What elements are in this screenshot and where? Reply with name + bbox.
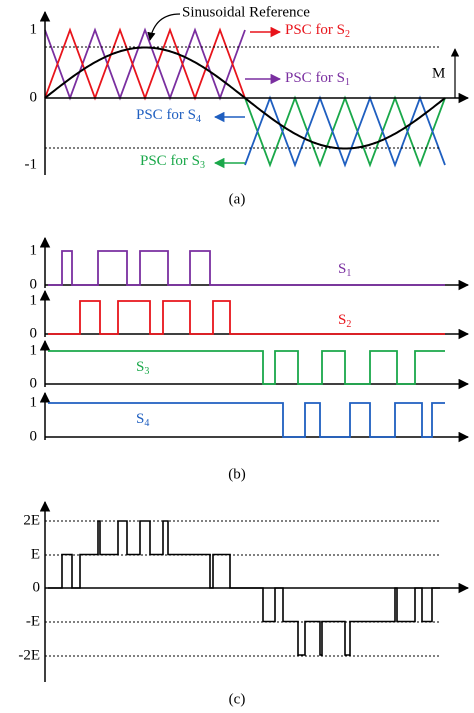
signal-label-main: S [136,359,144,375]
switch-signal [48,350,445,385]
signal-label-sub: 4 [144,418,149,429]
level-label: E [31,546,40,562]
caption: (c) [229,691,246,707]
level-label: 1 [30,342,38,358]
psc-label: PSC for S3 [140,153,205,171]
signal-label-sub: 3 [144,366,149,377]
signal-label: S3 [136,359,149,377]
signal-label: S2 [338,312,351,330]
switch-signal [48,300,445,335]
signal-label-sub: 2 [346,319,351,330]
level-label: 0 [30,276,38,292]
carrier-s1 [44,27,246,101]
level-label: 0 [30,375,38,391]
psc-label-main: PSC for S [140,153,200,169]
sinusoidal-reference-label: Sinusoidal Reference [182,4,310,20]
signal-label-main: S [338,312,346,328]
signal-label-sub: 1 [346,268,351,279]
signal-label: S1 [338,261,351,279]
signal-label: S4 [136,411,149,429]
level-label: 0 [30,325,38,341]
psc-label-sub: 2 [345,29,350,40]
psc-label: PSC for S2 [285,22,350,40]
carrier-s2 [44,27,246,101]
m-label: M [432,65,445,81]
y-label: 0 [30,89,38,105]
level-label: 1 [30,292,38,308]
y-label: 1 [30,21,38,37]
output-voltage [48,520,440,656]
psc-label-sub: 4 [196,114,201,125]
psc-label: PSC for S4 [136,107,201,125]
signal-label-main: S [338,261,346,277]
caption: (b) [228,466,246,482]
level-label: 1 [30,394,38,410]
pointer-arrow [147,13,181,41]
level-label: -E [26,613,40,629]
level-label: 1 [30,242,38,258]
level-label: 0 [33,579,41,595]
switch-signal [48,402,445,438]
signal-label-main: S [136,411,144,427]
psc-label: PSC for S1 [285,70,350,88]
carrier-s3 [244,95,446,168]
y-label: -1 [25,156,38,172]
carrier-s4 [244,95,446,168]
level-label: 2E [23,512,40,528]
psc-label-main: PSC for S [285,70,345,86]
psc-label-main: PSC for S [136,107,196,123]
caption: (a) [229,191,246,207]
switch-signal [48,250,445,286]
psc-label-sub: 3 [200,160,205,171]
psc-label-main: PSC for S [285,22,345,38]
psc-label-sub: 1 [345,77,350,88]
level-label: 0 [30,428,38,444]
level-label: -2E [18,647,40,663]
